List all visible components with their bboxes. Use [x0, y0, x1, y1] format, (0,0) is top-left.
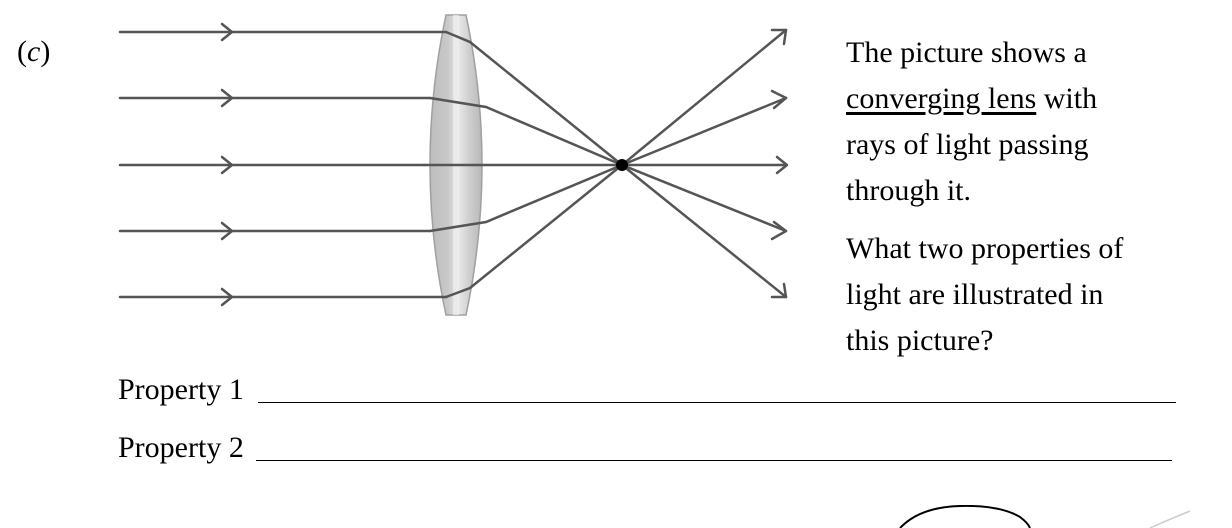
question-line-7: this picture? — [846, 324, 994, 357]
arrowhead-in-1 — [220, 22, 234, 42]
arrowhead-in-5 — [220, 287, 234, 307]
arrowhead-out-1 — [770, 28, 788, 46]
arrowhead-in-3 — [220, 155, 234, 175]
part-open-paren: ( — [17, 35, 27, 68]
outgoing-arrowheads — [770, 28, 789, 299]
question-line-5: What two properties of — [846, 232, 1124, 265]
question-line-2-rest: with — [1036, 82, 1098, 115]
property-1-row: Property 1 — [118, 372, 1176, 408]
refracted-ray-4 — [428, 163, 788, 233]
property-1-answer-line[interactable] — [257, 401, 1176, 403]
converging-lens-term: converging lens — [846, 82, 1037, 115]
property-2-label: Property 2 — [118, 431, 244, 464]
question-line-3: rays of light passing — [846, 128, 1089, 161]
question-line-4: through it. — [846, 174, 971, 207]
refracted-rays — [422, 28, 788, 299]
arrowhead-in-4 — [220, 221, 234, 241]
question-line-1: The picture shows a — [846, 36, 1087, 69]
arrowhead-out-2 — [770, 89, 788, 110]
question-part-label: (c) — [17, 34, 50, 70]
question-line-6: light are illustrated in — [846, 278, 1104, 311]
incoming-arrowheads — [220, 22, 234, 307]
handwritten-mark — [899, 505, 1191, 528]
property-1-label: Property 1 — [118, 373, 244, 406]
refracted-ray-1 — [444, 28, 788, 167]
incoming-rays — [118, 30, 448, 299]
arrowhead-out-5 — [770, 282, 788, 299]
question-paragraph-2: What two properties of light are illustr… — [846, 226, 1206, 364]
arrowhead-in-2 — [220, 88, 234, 108]
question-paragraph-1: The picture shows a converging lens with… — [846, 30, 1206, 214]
property-2-answer-line[interactable] — [255, 459, 1172, 461]
refracted-ray-2 — [428, 96, 788, 167]
arrowhead-out-4 — [770, 220, 788, 241]
arrowhead-out-3 — [775, 155, 789, 175]
question-text: The picture shows a converging lens with… — [846, 30, 1206, 364]
property-2-row: Property 2 — [118, 430, 1172, 466]
part-letter: c — [27, 35, 41, 68]
focal-point — [616, 159, 628, 171]
refracted-ray-5 — [444, 163, 788, 299]
part-close-paren: ) — [40, 35, 51, 68]
lens-ray-diagram — [118, 14, 789, 316]
